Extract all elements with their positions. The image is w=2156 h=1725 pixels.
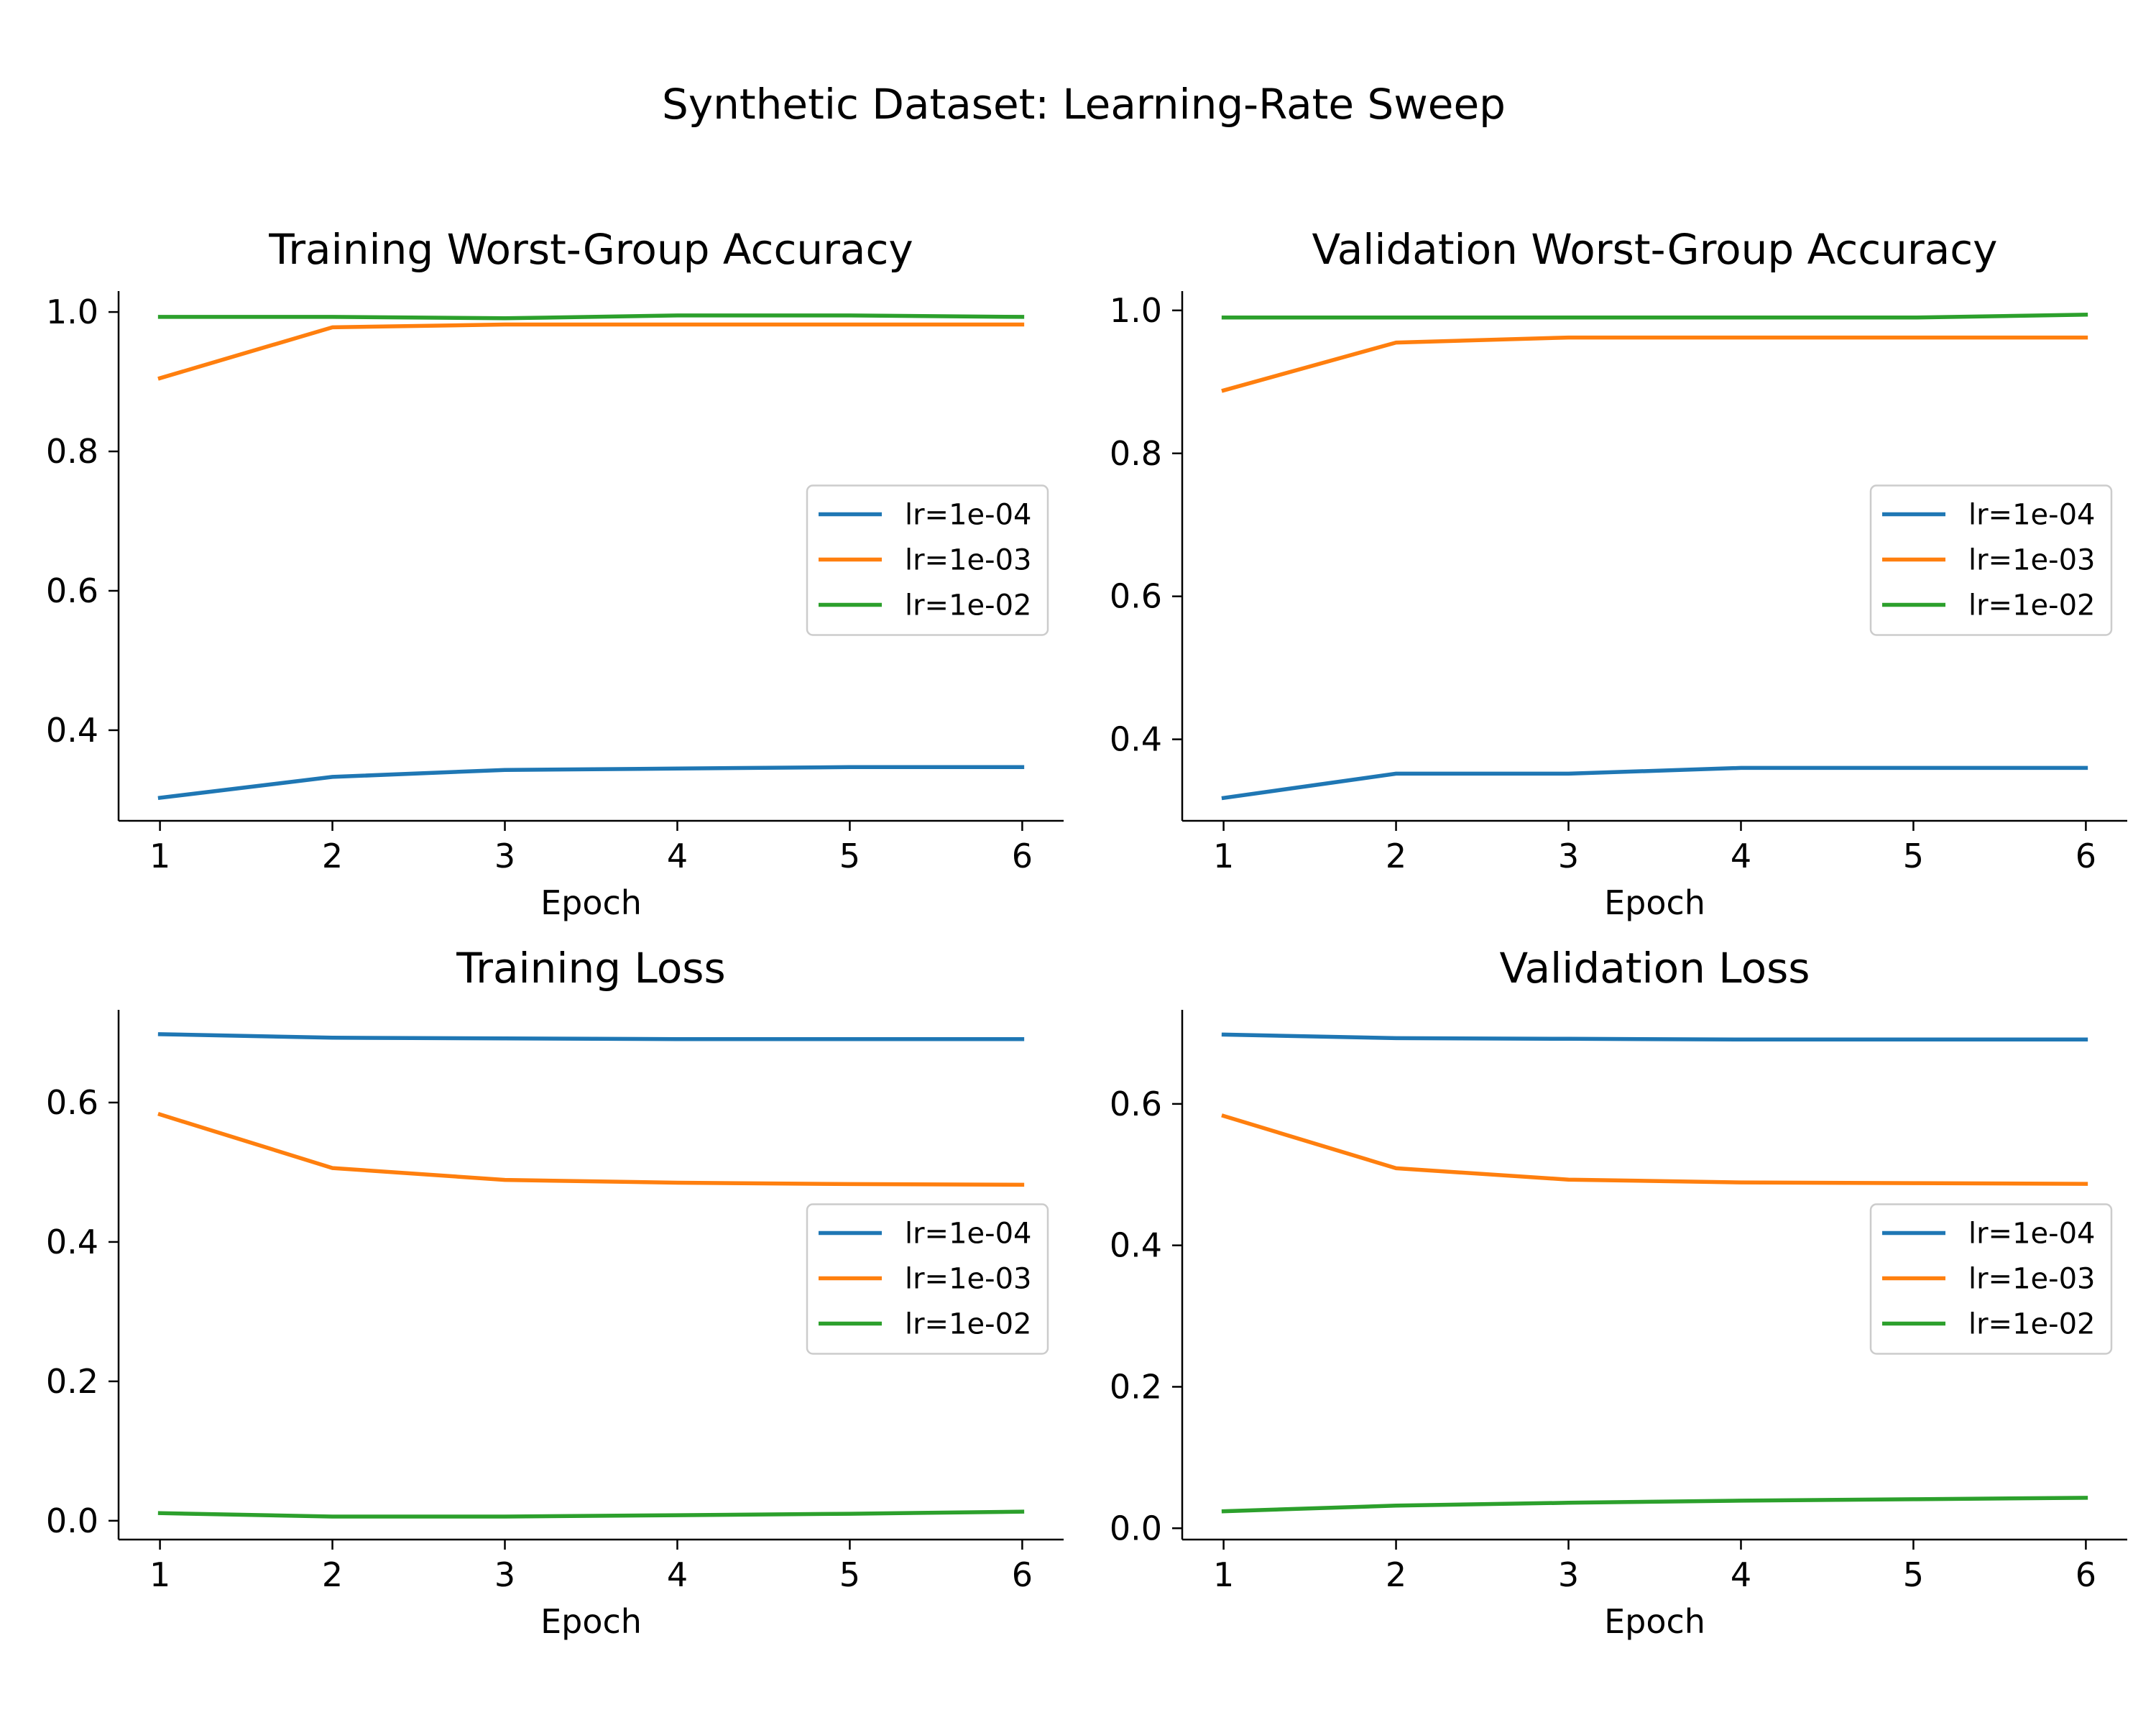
legend-label: lr=1e-04 [905,499,1031,532]
y-tick-label: 0.2 [46,1362,98,1401]
series-line-lr=1e-02 [157,313,1025,321]
panel-title: Validation Loss [1499,944,1810,993]
x-tick-label: 6 [2076,837,2096,875]
panel-1: Training Worst-Group Accuracy 1 2 3 4 5 6 0.4 0.… [46,225,1064,922]
figure-suptitle: Synthetic Dataset: Learning-Rate Sweep [662,80,1506,129]
y-tick-label: 0.4 [46,1223,98,1261]
legend-label: lr=1e-02 [905,1308,1031,1341]
legend-frame [806,484,1049,636]
y-tick-label: 1.0 [46,293,98,331]
legend: lr=1e-04 lr=1e-03 lr=1e-02 [806,1203,1049,1355]
series-line-lr=1e-02 [157,1509,1025,1519]
legend-label: lr=1e-02 [1968,1308,2095,1341]
y-tick-label: 0.4 [46,711,98,750]
x-tick-label: 2 [1386,837,1406,875]
panel-title: Validation Worst-Group Accuracy [1312,225,1998,274]
y-tick-label: 1.0 [1110,291,1162,330]
series-line-lr=1e-04 [1221,765,2088,801]
x-tick-label: 4 [667,1555,688,1594]
panel-4: Validation Loss 1 2 3 4 5 6 0.0 0.2 0.4 0.6 Epoch lr… [1110,944,2127,1641]
panel-title: Training Loss [456,944,726,993]
x-tick-label: 2 [322,1555,343,1594]
series-line-lr=1e-02 [1221,313,2088,320]
legend-label: lr=1e-04 [1968,1218,2095,1251]
legend-frame [1869,484,2113,636]
legend-label: lr=1e-02 [905,589,1031,622]
legend: lr=1e-04 lr=1e-03 lr=1e-02 [1869,484,2113,636]
y-tick-label: 0.6 [46,571,98,610]
legend-label: lr=1e-03 [905,544,1031,577]
y-tick-label: 0.6 [46,1083,98,1122]
x-tick-label: 2 [322,837,343,875]
y-tick-label: 0.2 [1110,1367,1162,1406]
legend-frame [806,1203,1049,1355]
legend-label: lr=1e-04 [1968,499,2095,532]
x-tick-label: 6 [1012,1555,1033,1594]
x-axis-label: Epoch [540,883,642,922]
legend-label: lr=1e-02 [1968,589,2095,622]
legend-frame [1869,1203,2113,1355]
x-tick-label: 5 [839,837,860,875]
y-tick-label: 0.4 [1110,1226,1162,1265]
y-tick-label: 0.6 [1110,577,1162,616]
x-tick-label: 2 [1386,1555,1406,1594]
x-tick-label: 3 [1558,837,1579,875]
panel-3: Training Loss 1 2 3 4 5 6 0.0 0.2 0.4 0.6 Epoch lr=1… [46,944,1064,1641]
x-tick-label: 4 [667,837,688,875]
x-tick-label: 3 [494,1555,515,1594]
series-line-lr=1e-02 [1221,1496,2088,1514]
legend-label: lr=1e-03 [1968,544,2095,577]
panel-title: Training Worst-Group Accuracy [268,225,913,274]
panel-2: Validation Worst-Group Accuracy 1 2 3 4 5 6 0.4… [1110,225,2127,922]
y-tick-label: 0.8 [46,432,98,471]
x-tick-label: 1 [1213,1555,1234,1594]
legend-label: lr=1e-03 [905,1263,1031,1296]
x-tick-label: 3 [494,837,515,875]
y-tick-label: 0.0 [1110,1509,1162,1547]
series-line-lr=1e-04 [1221,1032,2088,1042]
legend: lr=1e-04 lr=1e-03 lr=1e-02 [806,484,1049,636]
y-tick-label: 0.0 [46,1501,98,1540]
x-tick-label: 1 [149,837,170,875]
x-tick-label: 4 [1731,1555,1751,1594]
series-line-lr=1e-04 [157,765,1025,801]
x-tick-label: 6 [2076,1555,2096,1594]
x-axis-label: Epoch [540,1602,642,1641]
x-tick-label: 5 [1903,1555,1924,1594]
legend-label: lr=1e-03 [1968,1263,2095,1296]
x-tick-label: 4 [1731,837,1751,875]
y-tick-label: 0.8 [1110,434,1162,473]
x-tick-label: 1 [1213,837,1234,875]
legend-label: lr=1e-04 [905,1218,1031,1251]
x-tick-label: 3 [1558,1555,1579,1594]
x-axis-label: Epoch [1604,883,1705,922]
series-line-lr=1e-03 [157,1112,1025,1187]
series-line-lr=1e-03 [1221,335,2088,393]
x-tick-label: 5 [1903,837,1924,875]
x-tick-label: 5 [839,1555,860,1594]
series-line-lr=1e-03 [1221,1113,2088,1186]
series-line-lr=1e-03 [157,322,1025,381]
x-tick-label: 6 [1012,837,1033,875]
y-tick-label: 0.4 [1110,720,1162,759]
y-tick-label: 0.6 [1110,1085,1162,1123]
legend: lr=1e-04 lr=1e-03 lr=1e-02 [1869,1203,2113,1355]
x-axis-label: Epoch [1604,1602,1705,1641]
x-tick-label: 1 [149,1555,170,1594]
series-line-lr=1e-04 [157,1032,1025,1041]
